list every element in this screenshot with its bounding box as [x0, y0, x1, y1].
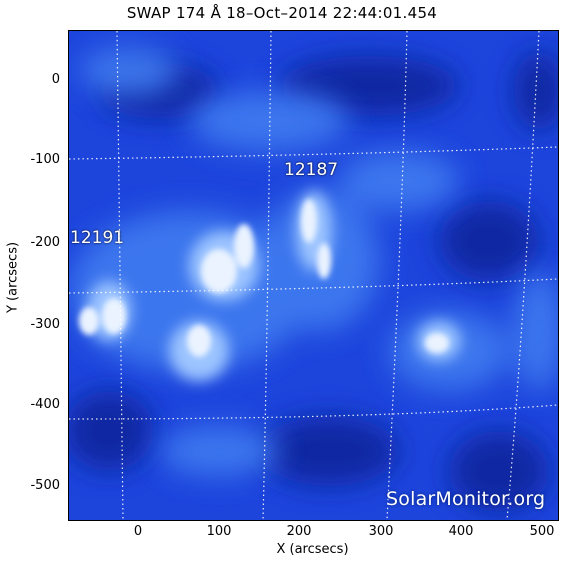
active-region-12187-label: 12187 — [284, 160, 339, 180]
x-tick-label: 0 — [133, 524, 143, 539]
active-region-12191-label: 12191 — [70, 228, 125, 248]
y-tick-label: -400 — [30, 397, 60, 412]
y-axis-label: Y (arcsecs) — [5, 241, 21, 314]
x-tick-label: 500 — [529, 524, 555, 539]
image-title: SWAP 174 Å 18–Oct–2014 22:44:01.454 — [126, 4, 438, 22]
x-tick-label: 400 — [448, 524, 474, 539]
y-tick-label: -100 — [30, 152, 60, 167]
x-tick-label: 100 — [206, 524, 232, 539]
x-tick-label: 200 — [286, 524, 312, 539]
watermark: SolarMonitor.org — [386, 488, 546, 510]
solar-image-frame — [68, 30, 559, 521]
solar-image — [69, 31, 558, 520]
x-tick-label: 300 — [368, 524, 394, 539]
x-axis-label: X (arcsecs) — [276, 542, 349, 557]
y-tick-label: 0 — [51, 72, 60, 87]
y-tick-label: -500 — [30, 478, 60, 493]
y-tick-label: -200 — [30, 235, 60, 250]
y-tick-label: -300 — [30, 317, 60, 332]
